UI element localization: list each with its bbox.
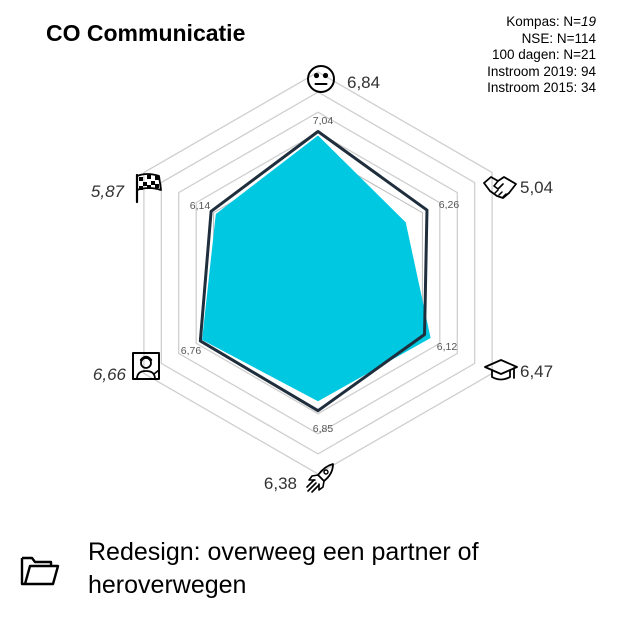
reference-label: 7,04 <box>313 115 334 127</box>
legend-label: Instroom 2015: <box>487 80 581 95</box>
legend-label: Instroom 2019: <box>487 63 581 79</box>
legend-count: 34 <box>580 80 596 95</box>
grid-ring <box>178 111 458 435</box>
series-area <box>202 135 431 402</box>
axis-value-label: 6,84 <box>347 73 380 92</box>
sample-size-legend: Kompas: N=19 NSE: N=114 100 dagen: N=21 Ins… <box>487 14 596 97</box>
legend-count: 94 <box>580 63 596 79</box>
chart-title: CO Communicatie <box>46 20 246 46</box>
neutral-face-icon <box>307 65 335 93</box>
legend-count: 19 <box>580 14 596 29</box>
legend-row: NSE: N=114 <box>487 31 596 48</box>
reference-label: 6,12 <box>437 341 458 353</box>
axis-value-label: 6,38 <box>264 474 297 493</box>
grid-ring <box>160 91 476 455</box>
axis-labels: 6,84 5,04 6,47 6,38 6,66 5,87 <box>91 65 553 493</box>
graduation-cap-icon <box>484 359 518 381</box>
radar-series <box>198 129 431 413</box>
reference-label: 6,76 <box>181 345 202 357</box>
axis-value-label: 5,87 <box>91 182 125 201</box>
legend-count: 114 <box>574 30 596 46</box>
reference-label: 6,85 <box>313 423 334 435</box>
legend-label: NSE: N= <box>521 30 575 46</box>
axis-value-label: 6,66 <box>93 365 127 384</box>
rocket-icon <box>306 463 334 493</box>
legend-row: Instroom 2019: 94 <box>487 64 596 81</box>
axis-value-label: 5,04 <box>520 178 553 197</box>
legend-row: Kompas: N=19 <box>487 14 596 31</box>
handshake-icon <box>483 176 517 199</box>
legend-label: 100 dagen: N= <box>492 47 581 62</box>
grid-ring <box>195 131 441 415</box>
axis-value-label: 6,47 <box>520 362 553 381</box>
reference-label: 6,26 <box>439 199 460 211</box>
series-line <box>198 129 429 413</box>
legend-label: Kompas: N= <box>506 14 581 29</box>
folder-icon <box>20 556 60 586</box>
reference-label: 6,14 <box>190 200 211 212</box>
reference-labels: 7,04 6,26 6,12 6,85 6,76 6,14 <box>181 115 460 435</box>
legend-row: Instroom 2015: 34 <box>487 80 596 97</box>
advice-text: Redesign: overweeg een partner of herove… <box>88 538 479 599</box>
teacher-icon <box>132 352 160 380</box>
legend-count: 21 <box>580 47 596 62</box>
radar-chart: 7,04 6,26 6,12 6,85 6,76 6,14 6,84 5,04 6,47 6,3… <box>91 65 553 493</box>
legend-row: 100 dagen: N=21 <box>487 47 596 64</box>
checkered-flag-icon <box>135 173 162 204</box>
